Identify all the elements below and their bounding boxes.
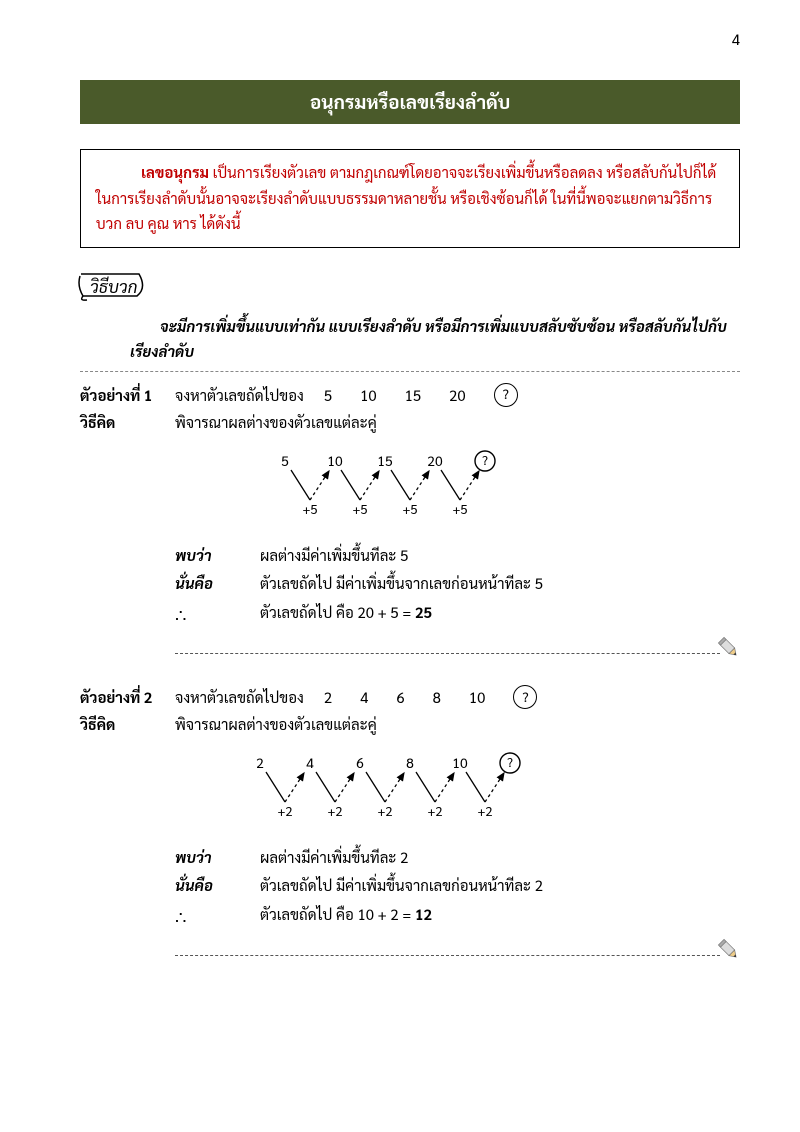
method-text: พิจารณาผลต่างของตัวเลขแต่ละคู่ [175,711,740,738]
example-block: ตัวอย่างที่ 1 จงหาตัวเลขถัดไปของ5101520?… [80,382,740,659]
svg-text:+2: +2 [277,803,292,820]
sequence-diagram: 2 4 6 8 10? +2 +2 +2 +2 +2 [80,752,740,838]
example-label: ตัวอย่างที่ 2 [80,684,175,711]
seq-number: 6 [396,684,404,711]
seq-number: 5 [324,382,332,409]
method-text: พิจารณาผลต่างของตัวเลขแต่ละคู่ [175,409,740,436]
analysis-label: นั่นคือ [175,570,260,599]
svg-text:2: 2 [256,754,264,772]
method-col-label: วิธีคิด [80,711,175,738]
analysis-label: นั่นคือ [175,872,260,901]
analysis-text: ตัวเลขถัดไป มีค่าเพิ่มขึ้นจากเลขก่อนหน้า… [260,872,543,901]
svg-text:+2: +2 [377,803,392,820]
analysis-label: พบว่า [175,844,260,873]
svg-text:+5: +5 [352,501,367,518]
svg-text:10: 10 [452,754,468,772]
analysis-text: ผลต่างมีค่าเพิ่มขึ้นทีละ 2 [260,844,408,873]
svg-text:+5: +5 [402,501,417,518]
svg-text:?: ? [482,452,488,469]
svg-text:+2: +2 [477,803,492,820]
svg-text:4: 4 [306,754,314,772]
svg-text:+5: +5 [302,501,317,518]
method-description: จะมีการเพิ่มขึ้นแบบเท่ากัน แบบเรียงลำดับ… [80,314,740,365]
svg-text:+2: +2 [427,803,442,820]
analysis-text: ผลต่างมีค่าเพิ่มขึ้นทีละ 5 [260,542,408,571]
therefore-symbol: ∴ [175,599,260,633]
page-number: 4 [732,30,740,49]
svg-text:10: 10 [327,452,343,470]
page-title: อนุกรมหรือเลขเรียงลำดับ [80,80,740,124]
seq-number: 10 [360,382,377,409]
svg-text:5: 5 [281,452,289,470]
therefore-symbol: ∴ [175,901,260,935]
svg-text:?: ? [507,754,513,771]
seq-number: 10 [469,684,486,711]
example-question: จงหาตัวเลขถัดไปของ5101520? [175,382,740,409]
intro-box: เลขอนุกรม เป็นการเรียงตัวเลข ตามกฎเกณฑ์โ… [80,149,740,248]
analysis-text: ตัวเลขถัดไป มีค่าเพิ่มขึ้นจากเลขก่อนหน้า… [260,570,543,599]
example-label: ตัวอย่างที่ 1 [80,382,175,409]
separator [80,371,740,372]
pencil-separator [175,943,740,961]
method-label: วิธีบวก [82,275,137,297]
svg-text:15: 15 [377,452,393,470]
unknown-mark: ? [513,685,537,709]
svg-text:20: 20 [427,452,443,470]
svg-text:+5: +5 [452,501,467,518]
analysis-block: พบว่า ผลต่างมีค่าเพิ่มขึ้นทีละ 5 นั่นคือ… [175,542,740,633]
seq-number: 15 [405,382,422,409]
seq-number: 2 [324,684,332,711]
method-tag: วิธีบวก [80,273,145,299]
seq-number: 4 [360,684,368,711]
pencil-separator [175,641,740,659]
sequence-diagram: 5 10 15 20? +5 +5 +5 +5 [80,450,740,536]
example-question: จงหาตัวเลขถัดไปของ246810? [175,684,740,711]
seq-number: 20 [449,382,466,409]
pencil-icon [718,637,740,659]
method-col-label: วิธีคิด [80,409,175,436]
svg-text:+2: +2 [327,803,342,820]
seq-number: 8 [433,684,441,711]
therefore-text: ตัวเลขถัดไป คือ 10 + 2 = 12 [260,901,432,935]
analysis-label: พบว่า [175,542,260,571]
therefore-text: ตัวเลขถัดไป คือ 20 + 5 = 25 [260,599,432,633]
intro-lead: เลขอนุกรม [141,163,209,182]
pencil-icon [718,939,740,961]
analysis-block: พบว่า ผลต่างมีค่าเพิ่มขึ้นทีละ 2 นั่นคือ… [175,844,740,935]
example-block: ตัวอย่างที่ 2 จงหาตัวเลขถัดไปของ246810? … [80,684,740,961]
svg-text:6: 6 [356,754,364,772]
unknown-mark: ? [494,383,518,407]
svg-text:8: 8 [406,754,414,772]
